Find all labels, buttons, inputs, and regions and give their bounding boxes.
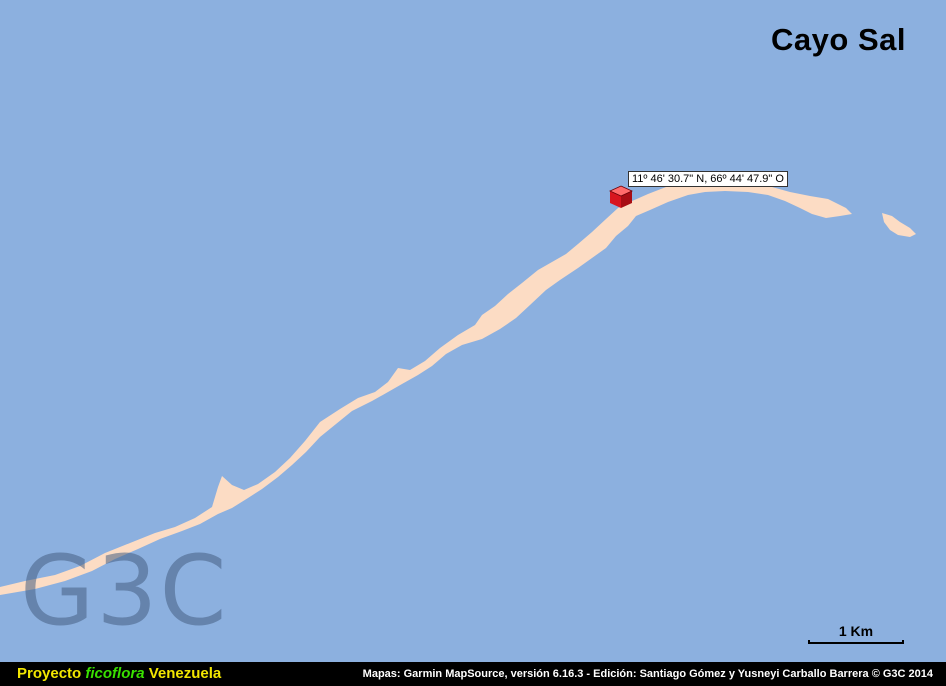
project-credit: Proyecto ficoflora Venezuela bbox=[17, 665, 221, 682]
project-name: ficoflora bbox=[85, 665, 145, 682]
map-title: Cayo Sal bbox=[771, 22, 906, 57]
red-cube-waypoint-icon[interactable] bbox=[608, 184, 634, 210]
map-credits: Mapas: Garmin MapSource, versión 6.16.3 … bbox=[362, 668, 933, 680]
scale-bar: 1 Km bbox=[806, 620, 906, 650]
scale-label: 1 Km bbox=[838, 623, 874, 639]
project-country: Venezuela bbox=[148, 665, 222, 682]
project-word: Proyecto bbox=[17, 665, 82, 682]
footer-bar: Proyecto ficoflora Venezuela Mapas: Garm… bbox=[0, 662, 946, 686]
islet-east bbox=[882, 213, 916, 237]
island-shape bbox=[0, 181, 916, 595]
cayo-sal-landmass bbox=[0, 181, 852, 595]
g3c-watermark: G3C bbox=[20, 535, 229, 647]
waypoint-coordinates-label: 11º 46' 30.7" N, 66º 44' 47.9" O bbox=[628, 171, 788, 187]
map-canvas[interactable]: Cayo Sal G3C 11º 46' 30.7" N, 66º 44' 47… bbox=[0, 0, 946, 662]
scale-bar-line bbox=[808, 640, 904, 644]
